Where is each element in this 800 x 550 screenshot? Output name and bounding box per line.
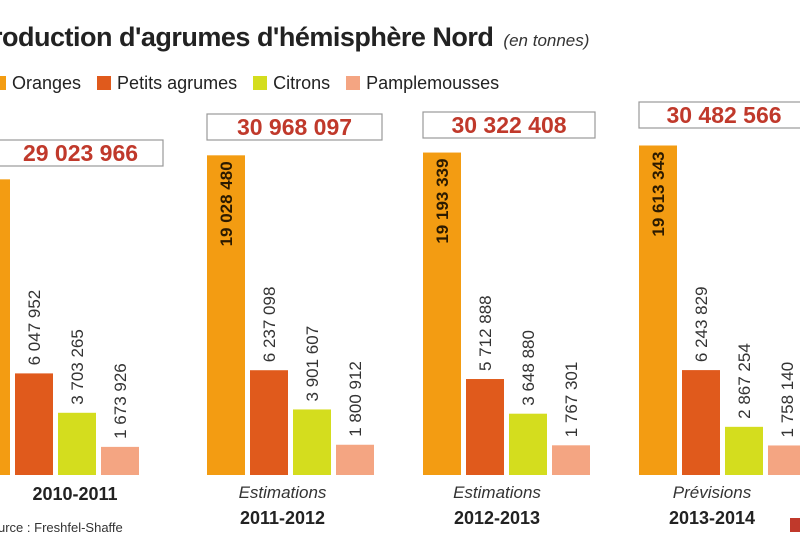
chart-title: roduction d'agrumes d'hémisphère Nord (en… [0,22,589,53]
legend-item: Citrons [253,73,330,94]
bar [552,445,590,475]
legend-label: Oranges [12,72,82,93]
category-label: 2011-2012 [240,508,325,528]
bar [423,152,461,475]
bar-value-label: 1 767 301 [562,362,581,438]
bar-value-label: 1 673 926 [111,363,130,439]
bar-value-label: 19 193 339 [433,159,452,244]
total-label: 30 968 097 [237,114,352,140]
legend-item: Petits agrumes [97,73,237,94]
bar [682,370,720,475]
bar-value-label: 3 703 265 [68,329,87,405]
bar [15,373,53,475]
bar-value-label: 1 758 140 [778,362,797,438]
bar [768,445,800,475]
bar-value-label: 2 867 254 [735,343,754,419]
bar [466,379,504,475]
bar [101,446,139,475]
bar [0,179,10,475]
bar [293,409,331,475]
legend-swatch [0,76,6,90]
bar-value-label: 6 237 098 [260,287,279,363]
bar [336,444,374,475]
legend: Oranges Petits agrumes Citrons Pamplemousse… [0,70,515,96]
total-label: 30 322 408 [451,112,566,138]
category-note: Prévisions [673,483,752,502]
legend-item: Pamplemousses [346,73,499,94]
bar-value-label: 6 243 829 [692,286,711,362]
bar [58,412,96,475]
legend-swatch [97,76,112,90]
category-note: Estimations [453,483,541,502]
bar [509,413,547,475]
bar-value-label: 17 598 823 [0,185,1,270]
legend-swatch [253,76,268,90]
bar-value-label: 6 047 952 [25,290,44,366]
category-label: 2012-2013 [454,508,540,528]
category-label: 2010-2011 [32,484,117,504]
legend-label: Citrons [273,72,331,93]
legend-item: Oranges [0,73,81,94]
total-box [422,111,596,139]
bar-value-label: 19 613 343 [649,151,668,236]
publisher-logo [790,518,800,532]
legend-label: Petits agrumes [117,72,238,93]
bar [207,155,245,475]
legend-label: Pamplemousses [366,72,500,93]
category-note: Estimations [239,483,327,502]
bar-value-label: 1 800 912 [346,361,365,437]
total-box [206,113,383,141]
total-label: 29 023 966 [23,140,138,166]
bar [725,426,763,475]
title-text: roduction d'agrumes d'hémisphère Nord [0,22,494,52]
bar [639,145,677,475]
bar [250,370,288,475]
bar-value-label: 3 901 607 [303,326,322,402]
total-box [638,101,800,129]
bar-value-label: 19 028 480 [217,161,236,246]
bar-value-label: 5 712 888 [476,295,495,371]
bar-value-label: 3 648 880 [519,330,538,406]
category-label: 2013-2014 [669,508,755,528]
legend-swatch [346,76,361,90]
source-note: urce : Freshfel-Shaffe [0,520,123,535]
chart-subtitle: (en tonnes) [503,31,590,50]
total-box [0,139,164,167]
total-label: 30 482 566 [666,102,781,128]
